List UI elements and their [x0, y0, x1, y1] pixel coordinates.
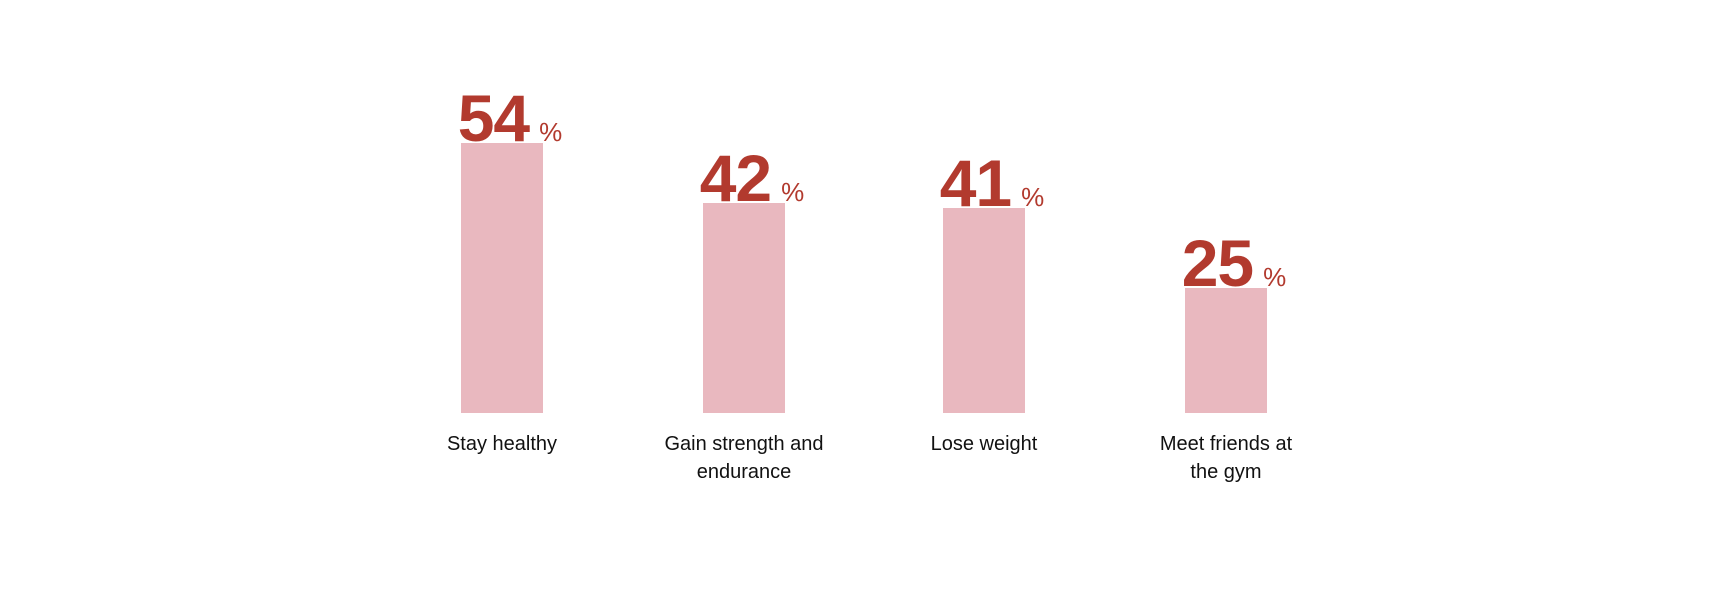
value-number: 41 [939, 146, 1012, 220]
value-label-2: 42% [700, 145, 805, 211]
category-label-1: Stay healthy [402, 430, 602, 458]
category-label-line: Lose weight [930, 433, 1038, 455]
category-label-line: endurance [696, 461, 792, 483]
category-label-3: Lose weight [884, 430, 1084, 458]
value-unit: % [539, 117, 563, 147]
value-unit: % [1021, 182, 1045, 212]
category-label-2: Gain strength and endurance [644, 430, 844, 486]
category-label-line: Meet friends at [1159, 433, 1293, 455]
bar-2 [703, 203, 785, 413]
category-label-line: the gym [1190, 461, 1262, 483]
value-number: 42 [699, 141, 772, 215]
value-number: 54 [457, 81, 530, 155]
value-label-1: 54% [458, 85, 563, 151]
value-label-3: 41% [940, 150, 1045, 216]
bar-1 [461, 143, 543, 413]
value-unit: % [1263, 262, 1287, 292]
value-unit: % [781, 177, 805, 207]
bar-3 [943, 208, 1025, 413]
value-number: 25 [1181, 226, 1254, 300]
category-label-4: Meet friends at the gym [1126, 430, 1326, 486]
bar-4 [1185, 288, 1267, 413]
category-label-line: Gain strength and [664, 433, 824, 455]
value-label-4: 25% [1182, 230, 1287, 296]
category-label-line: Stay healthy [446, 433, 558, 455]
